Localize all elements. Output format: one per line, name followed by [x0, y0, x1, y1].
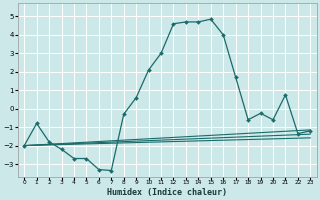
- X-axis label: Humidex (Indice chaleur): Humidex (Indice chaleur): [107, 188, 227, 197]
